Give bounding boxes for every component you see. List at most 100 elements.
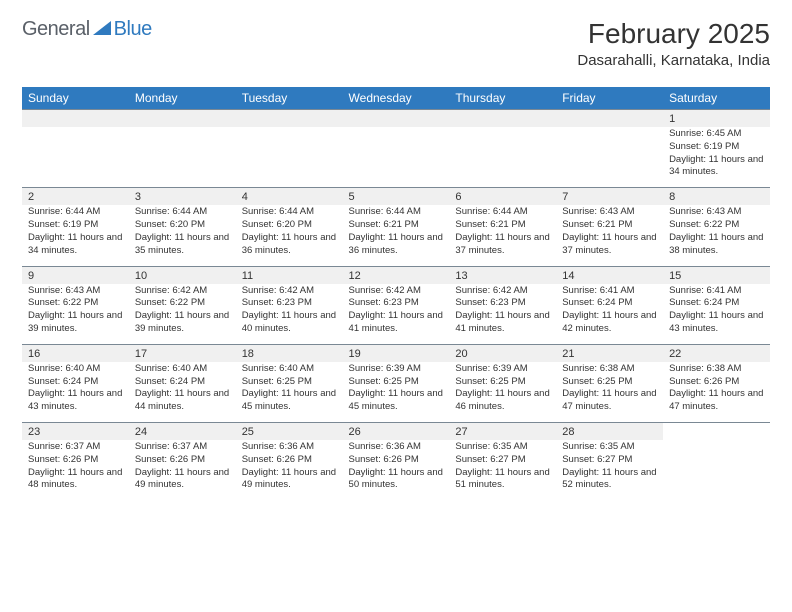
day-num-28: 28 <box>556 423 663 441</box>
day-detail-10: Sunrise: 6:42 AMSunset: 6:22 PMDaylight:… <box>129 284 236 345</box>
day-num-3: 3 <box>129 188 236 206</box>
sunrise-1: Sunrise: 6:45 AM <box>669 128 764 141</box>
dow-wednesday: Wednesday <box>343 87 450 110</box>
sunrise-7: Sunrise: 6:43 AM <box>562 206 657 219</box>
sunset-26: Sunset: 6:26 PM <box>349 454 444 467</box>
day-empty <box>449 127 556 188</box>
sunrise-20: Sunrise: 6:39 AM <box>455 363 550 376</box>
dow-monday: Monday <box>129 87 236 110</box>
sunrise-2: Sunrise: 6:44 AM <box>28 206 123 219</box>
day-empty <box>343 110 450 128</box>
day-detail-1: Sunrise: 6:45 AM Sunset: 6:19 PM Dayligh… <box>663 127 770 188</box>
day-detail-19: Sunrise: 6:39 AMSunset: 6:25 PMDaylight:… <box>343 362 450 423</box>
sunset-12: Sunset: 6:23 PM <box>349 297 444 310</box>
logo-text-blue: Blue <box>114 18 152 41</box>
day-detail-12: Sunrise: 6:42 AMSunset: 6:23 PMDaylight:… <box>343 284 450 345</box>
week-1-nums: 1 <box>22 110 770 128</box>
sunrise-5: Sunrise: 6:44 AM <box>349 206 444 219</box>
day-num-10: 10 <box>129 266 236 284</box>
day-empty <box>236 110 343 128</box>
sunset-24: Sunset: 6:26 PM <box>135 454 230 467</box>
week-3-nums: 9 10 11 12 13 14 15 <box>22 266 770 284</box>
daylight-9: Daylight: 11 hours and 39 minutes. <box>28 310 123 336</box>
sunrise-9: Sunrise: 6:43 AM <box>28 285 123 298</box>
day-num-15: 15 <box>663 266 770 284</box>
sunrise-10: Sunrise: 6:42 AM <box>135 285 230 298</box>
day-detail-13: Sunrise: 6:42 AMSunset: 6:23 PMDaylight:… <box>449 284 556 345</box>
week-4-details: Sunrise: 6:40 AMSunset: 6:24 PMDaylight:… <box>22 362 770 423</box>
day-num-1: 1 <box>663 110 770 128</box>
dow-sunday: Sunday <box>22 87 129 110</box>
daylight-28: Daylight: 11 hours and 52 minutes. <box>562 467 657 493</box>
dow-tuesday: Tuesday <box>236 87 343 110</box>
day-detail-28: Sunrise: 6:35 AMSunset: 6:27 PMDaylight:… <box>556 440 663 500</box>
day-empty <box>22 110 129 128</box>
logo-triangle-icon <box>93 18 111 41</box>
day-detail-21: Sunrise: 6:38 AMSunset: 6:25 PMDaylight:… <box>556 362 663 423</box>
day-empty <box>556 127 663 188</box>
day-detail-3: Sunrise: 6:44 AMSunset: 6:20 PMDaylight:… <box>129 205 236 266</box>
daylight-26: Daylight: 11 hours and 50 minutes. <box>349 467 444 493</box>
dow-thursday: Thursday <box>449 87 556 110</box>
sunrise-11: Sunrise: 6:42 AM <box>242 285 337 298</box>
day-num-24: 24 <box>129 423 236 441</box>
sunrise-14: Sunrise: 6:41 AM <box>562 285 657 298</box>
day-detail-9: Sunrise: 6:43 AMSunset: 6:22 PMDaylight:… <box>22 284 129 345</box>
day-num-7: 7 <box>556 188 663 206</box>
daylight-17: Daylight: 11 hours and 44 minutes. <box>135 388 230 414</box>
sunrise-21: Sunrise: 6:38 AM <box>562 363 657 376</box>
daylight-4: Daylight: 11 hours and 36 minutes. <box>242 232 337 258</box>
week-5-details: Sunrise: 6:37 AMSunset: 6:26 PMDaylight:… <box>22 440 770 500</box>
day-detail-4: Sunrise: 6:44 AMSunset: 6:20 PMDaylight:… <box>236 205 343 266</box>
daylight-24: Daylight: 11 hours and 49 minutes. <box>135 467 230 493</box>
sunrise-18: Sunrise: 6:40 AM <box>242 363 337 376</box>
day-empty <box>663 423 770 441</box>
day-num-11: 11 <box>236 266 343 284</box>
day-detail-16: Sunrise: 6:40 AMSunset: 6:24 PMDaylight:… <box>22 362 129 423</box>
sunrise-26: Sunrise: 6:36 AM <box>349 441 444 454</box>
day-detail-11: Sunrise: 6:42 AMSunset: 6:23 PMDaylight:… <box>236 284 343 345</box>
sunset-10: Sunset: 6:22 PM <box>135 297 230 310</box>
sunset-3: Sunset: 6:20 PM <box>135 219 230 232</box>
daylight-5: Daylight: 11 hours and 36 minutes. <box>349 232 444 258</box>
calendar-table: Sunday Monday Tuesday Wednesday Thursday… <box>22 87 770 500</box>
dow-friday: Friday <box>556 87 663 110</box>
daylight-19: Daylight: 11 hours and 45 minutes. <box>349 388 444 414</box>
day-num-12: 12 <box>343 266 450 284</box>
logo: General Blue <box>22 18 152 41</box>
sunset-23: Sunset: 6:26 PM <box>28 454 123 467</box>
day-detail-6: Sunrise: 6:44 AMSunset: 6:21 PMDaylight:… <box>449 205 556 266</box>
day-detail-2: Sunrise: 6:44 AMSunset: 6:19 PMDaylight:… <box>22 205 129 266</box>
sunset-11: Sunset: 6:23 PM <box>242 297 337 310</box>
sunset-27: Sunset: 6:27 PM <box>455 454 550 467</box>
day-num-25: 25 <box>236 423 343 441</box>
sunrise-25: Sunrise: 6:36 AM <box>242 441 337 454</box>
sunrise-23: Sunrise: 6:37 AM <box>28 441 123 454</box>
day-num-14: 14 <box>556 266 663 284</box>
day-num-5: 5 <box>343 188 450 206</box>
sunrise-3: Sunrise: 6:44 AM <box>135 206 230 219</box>
day-detail-27: Sunrise: 6:35 AMSunset: 6:27 PMDaylight:… <box>449 440 556 500</box>
daylight-6: Daylight: 11 hours and 37 minutes. <box>455 232 550 258</box>
day-detail-24: Sunrise: 6:37 AMSunset: 6:26 PMDaylight:… <box>129 440 236 500</box>
sunrise-27: Sunrise: 6:35 AM <box>455 441 550 454</box>
daylight-27: Daylight: 11 hours and 51 minutes. <box>455 467 550 493</box>
daylight-11: Daylight: 11 hours and 40 minutes. <box>242 310 337 336</box>
day-num-16: 16 <box>22 344 129 362</box>
sunset-25: Sunset: 6:26 PM <box>242 454 337 467</box>
sunset-20: Sunset: 6:25 PM <box>455 376 550 389</box>
dow-saturday: Saturday <box>663 87 770 110</box>
sunset-22: Sunset: 6:26 PM <box>669 376 764 389</box>
day-detail-8: Sunrise: 6:43 AMSunset: 6:22 PMDaylight:… <box>663 205 770 266</box>
location: Dasarahalli, Karnataka, India <box>577 52 770 69</box>
sunrise-16: Sunrise: 6:40 AM <box>28 363 123 376</box>
sunset-16: Sunset: 6:24 PM <box>28 376 123 389</box>
day-num-21: 21 <box>556 344 663 362</box>
sunset-28: Sunset: 6:27 PM <box>562 454 657 467</box>
day-num-13: 13 <box>449 266 556 284</box>
sunrise-24: Sunrise: 6:37 AM <box>135 441 230 454</box>
day-empty <box>129 127 236 188</box>
daylight-18: Daylight: 11 hours and 45 minutes. <box>242 388 337 414</box>
daylight-14: Daylight: 11 hours and 42 minutes. <box>562 310 657 336</box>
day-empty <box>22 127 129 188</box>
